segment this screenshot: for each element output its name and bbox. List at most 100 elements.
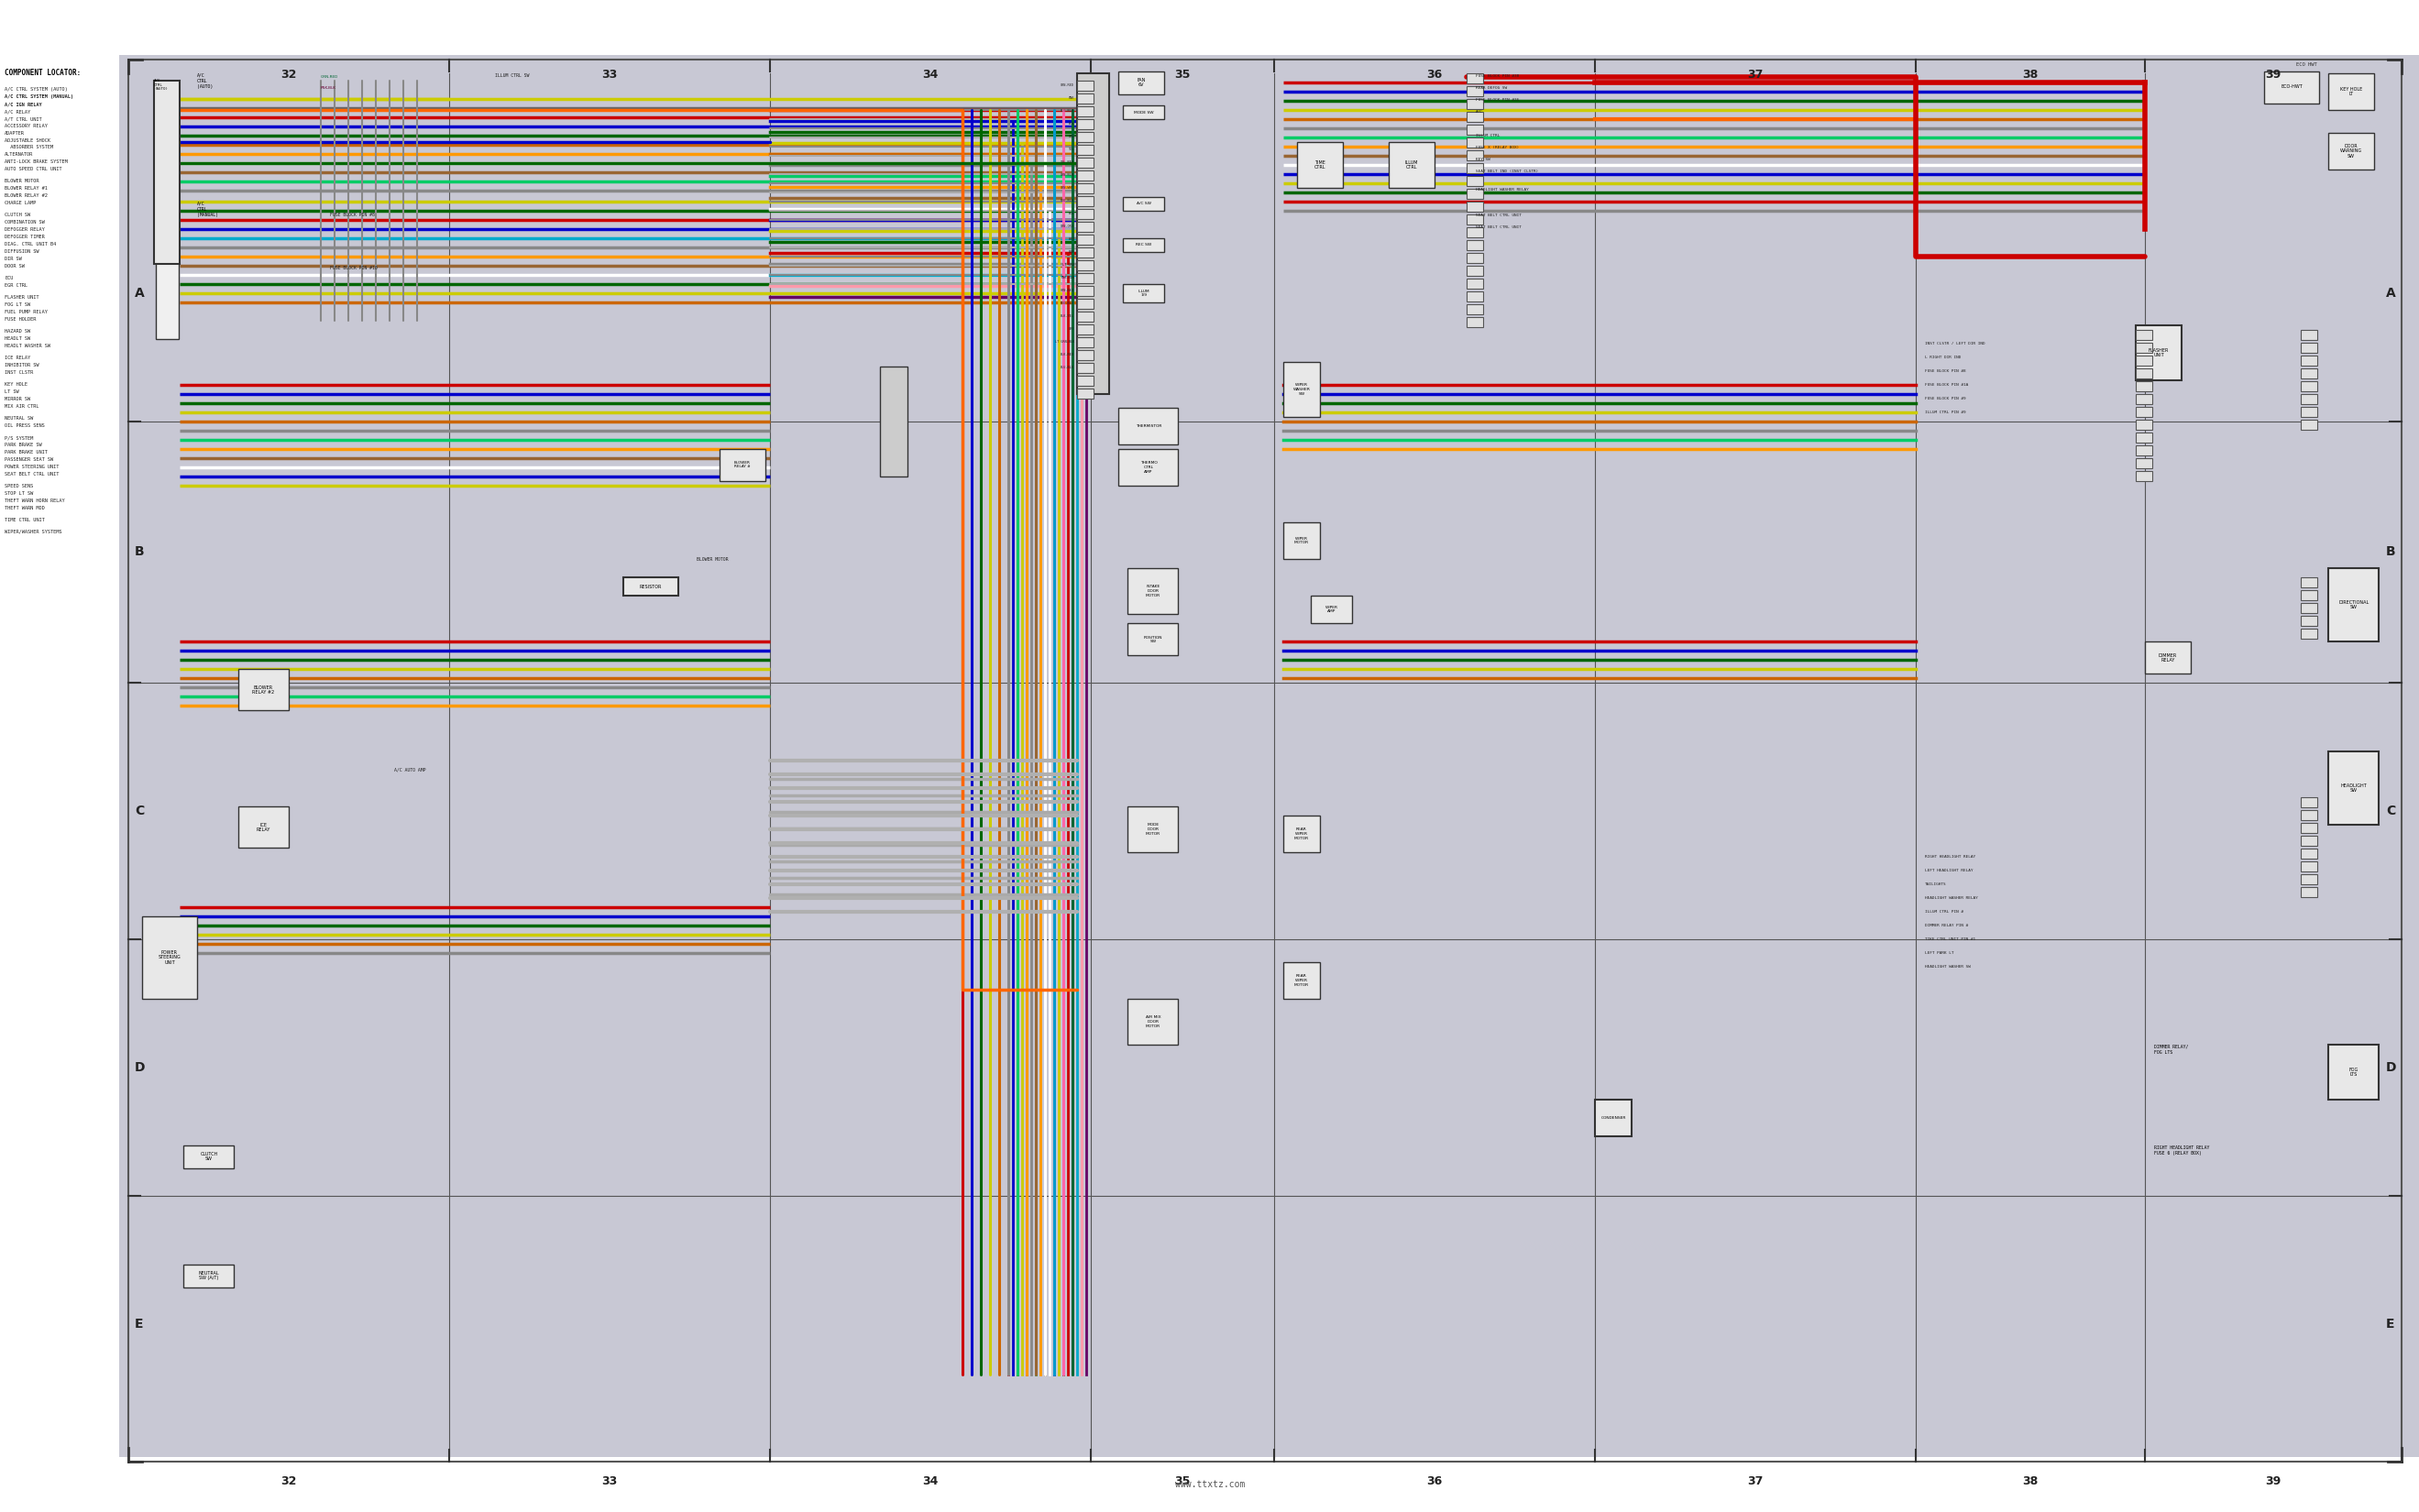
Text: DIMMER RELAY/
FOG LTS: DIMMER RELAY/ FOG LTS xyxy=(2153,1045,2189,1054)
Text: 38: 38 xyxy=(2022,68,2039,80)
Bar xyxy=(1466,124,1483,135)
Bar xyxy=(2300,836,2317,845)
Bar xyxy=(2300,369,2317,378)
Text: FUSE BLOCK PIN #38: FUSE BLOCK PIN #38 xyxy=(1476,74,1519,79)
Text: KEY SW: KEY SW xyxy=(1476,157,1490,162)
Bar xyxy=(1122,284,1164,302)
Text: LT SW: LT SW xyxy=(5,390,19,395)
Text: THERMISTOR: THERMISTOR xyxy=(1135,425,1161,428)
Bar xyxy=(1076,234,1093,245)
Text: ABSORBER SYSTEM: ABSORBER SYSTEM xyxy=(5,145,53,150)
Text: RESISTOR: RESISTOR xyxy=(639,584,663,588)
Text: 35: 35 xyxy=(1176,68,1190,80)
Text: ILLUM CTRL SW: ILLUM CTRL SW xyxy=(496,74,530,79)
Text: CHARGE LAMP: CHARGE LAMP xyxy=(5,201,36,206)
Bar xyxy=(1284,522,1321,559)
Text: BLOWER MOTOR: BLOWER MOTOR xyxy=(5,178,39,183)
Bar xyxy=(1118,408,1178,445)
Bar xyxy=(1076,311,1093,322)
Text: B: B xyxy=(2385,546,2395,558)
Text: 34: 34 xyxy=(922,68,939,80)
Text: FUSE BLOCK PIN #10: FUSE BLOCK PIN #10 xyxy=(329,266,377,271)
Text: FUSE X (RELAY BOX): FUSE X (RELAY BOX) xyxy=(1476,145,1519,150)
Text: CONDENSER: CONDENSER xyxy=(1601,1116,1626,1120)
Bar xyxy=(2300,603,2317,612)
Text: BLU: BLU xyxy=(1069,212,1074,215)
Text: GRY: GRY xyxy=(1069,327,1074,331)
Bar xyxy=(2327,73,2373,110)
Text: BRN: BRN xyxy=(1069,249,1074,254)
Text: HEADLT SW: HEADLT SW xyxy=(5,336,31,340)
Text: TIKE CTRL UNIT PIN #1: TIKE CTRL UNIT PIN #1 xyxy=(1926,937,1976,940)
Text: D: D xyxy=(2385,1061,2395,1074)
Bar xyxy=(2300,343,2317,352)
Text: NEUTRAL
SW (A/T): NEUTRAL SW (A/T) xyxy=(198,1270,220,1281)
Text: 36: 36 xyxy=(1427,68,1442,80)
Text: RED-BLK: RED-BLK xyxy=(1060,200,1074,203)
Bar xyxy=(2300,615,2317,626)
Text: PARK BRAKE UNIT: PARK BRAKE UNIT xyxy=(5,451,48,455)
Text: BLOWER MOTOR: BLOWER MOTOR xyxy=(697,556,728,561)
Text: PNK: PNK xyxy=(1069,97,1074,100)
Bar xyxy=(1076,363,1093,373)
Bar xyxy=(1466,227,1483,237)
Text: DIAG. CTRL UNIT B4: DIAG. CTRL UNIT B4 xyxy=(5,242,56,246)
Text: TIME
CTRL: TIME CTRL xyxy=(1314,160,1326,169)
Text: HEADLIGHT WASHER RELAY: HEADLIGHT WASHER RELAY xyxy=(1476,187,1529,192)
Bar xyxy=(881,366,907,476)
Text: BLK-RED: BLK-RED xyxy=(1060,352,1074,357)
Text: SPEED SENS: SPEED SENS xyxy=(5,484,34,488)
Bar xyxy=(2136,369,2153,378)
Bar xyxy=(1466,318,1483,327)
Bar xyxy=(2136,407,2153,417)
Text: RED-BLU: RED-BLU xyxy=(1060,301,1074,305)
Text: ILLUM CTRL: ILLUM CTRL xyxy=(1476,133,1500,138)
Text: MIRROR SW: MIRROR SW xyxy=(5,396,31,401)
Bar xyxy=(1466,215,1483,224)
Text: BLOWER
RELAY #: BLOWER RELAY # xyxy=(735,461,750,469)
Text: DIR SW: DIR SW xyxy=(5,257,22,262)
Bar xyxy=(2136,330,2153,340)
Text: A/T CTRL UNIT: A/T CTRL UNIT xyxy=(5,116,41,121)
Bar xyxy=(1076,119,1093,129)
Bar xyxy=(1466,240,1483,249)
Text: A/C SW: A/C SW xyxy=(1137,201,1151,206)
Text: MIX AIR CTRL: MIX AIR CTRL xyxy=(5,404,39,408)
Text: E: E xyxy=(135,1318,143,1331)
Text: ACCESSORY RELAY: ACCESSORY RELAY xyxy=(5,124,48,129)
Text: INST CLSTR / LEFT DIR IND: INST CLSTR / LEFT DIR IND xyxy=(1926,342,1986,345)
Bar xyxy=(2300,407,2317,417)
Text: 39: 39 xyxy=(2264,68,2281,80)
Text: ICE RELAY: ICE RELAY xyxy=(5,355,31,360)
Bar xyxy=(1466,73,1483,83)
Text: GRN-BLK: GRN-BLK xyxy=(1060,174,1074,177)
Bar xyxy=(1466,278,1483,289)
Bar xyxy=(1466,201,1483,212)
Text: INHIBITOR SW: INHIBITOR SW xyxy=(5,363,39,367)
Text: ECO HWT: ECO HWT xyxy=(2296,62,2317,67)
Bar xyxy=(1466,266,1483,275)
Bar xyxy=(1076,248,1093,257)
Text: RIGHT HEADLIGHT RELAY
FUSE 6 (RELAY BOX): RIGHT HEADLIGHT RELAY FUSE 6 (RELAY BOX) xyxy=(2153,1146,2209,1155)
Text: FOG LT SW: FOG LT SW xyxy=(5,302,31,307)
Text: GRN-WHT: GRN-WHT xyxy=(1060,186,1074,189)
Text: 38: 38 xyxy=(2022,1476,2039,1488)
Text: OIL PRESS SENS: OIL PRESS SENS xyxy=(5,423,44,428)
Text: EGR CTRL: EGR CTRL xyxy=(5,283,27,287)
Text: REC SW: REC SW xyxy=(1137,243,1151,246)
Bar xyxy=(1127,623,1178,655)
Text: 37: 37 xyxy=(1747,68,1763,80)
Bar xyxy=(155,80,179,265)
Bar xyxy=(2136,432,2153,443)
Text: E: E xyxy=(2385,1318,2395,1331)
Text: 33: 33 xyxy=(602,1476,617,1488)
Text: GRN: GRN xyxy=(1069,135,1074,139)
Bar xyxy=(2136,446,2153,455)
Text: INTAKE
DOOR
MOTOR: INTAKE DOOR MOTOR xyxy=(1147,585,1161,597)
Text: A/C: A/C xyxy=(1476,110,1483,113)
Text: HEADLIGHT
SW: HEADLIGHT SW xyxy=(2342,783,2368,792)
Bar xyxy=(2264,71,2320,103)
Bar xyxy=(2300,797,2317,807)
Text: ILLUM
CTRL: ILLUM CTRL xyxy=(1405,160,1418,169)
Text: DIFFUSION SW: DIFFUSION SW xyxy=(5,249,39,254)
